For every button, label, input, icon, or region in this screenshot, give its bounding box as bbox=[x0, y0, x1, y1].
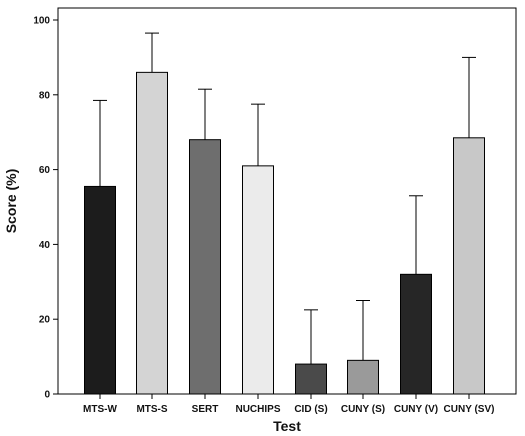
x-tick-label-5: CUNY (S) bbox=[341, 404, 385, 415]
plot-frame bbox=[57, 7, 517, 395]
y-tick-label-0: 0 bbox=[44, 390, 50, 401]
x-tick-label-6: CUNY (V) bbox=[394, 404, 438, 415]
bar-mts-w bbox=[84, 185, 116, 395]
bars-layer bbox=[84, 32, 485, 395]
bar-cuny-sv bbox=[453, 137, 485, 395]
x-tick-label-2: SERT bbox=[192, 404, 219, 415]
bar-cuny-s bbox=[347, 359, 379, 395]
y-tick-label-20: 20 bbox=[39, 315, 51, 326]
y-axis-title: Score (%) bbox=[3, 169, 19, 234]
bar-sert bbox=[189, 139, 221, 395]
bar-cuny-v bbox=[400, 273, 432, 395]
x-tick-label-4: CID (S) bbox=[294, 404, 327, 415]
y-tick-label-40: 40 bbox=[39, 240, 51, 251]
bar-mts-s bbox=[136, 71, 168, 395]
x-tick-label-7: CUNY (SV) bbox=[444, 404, 495, 415]
y-tick-label-60: 60 bbox=[39, 165, 51, 176]
x-axis: MTS-W MTS-S SERT NUCHIPS CID (S) CUNY (S) CUNY… bbox=[83, 394, 494, 415]
y-axis: 0 20 40 60 80 100 bbox=[33, 16, 58, 401]
x-tick-label-1: MTS-S bbox=[136, 404, 167, 415]
y-tick-label-100: 100 bbox=[33, 16, 50, 27]
x-tick-label-3: NUCHIPS bbox=[235, 404, 280, 415]
y-tick-label-80: 80 bbox=[39, 90, 51, 101]
x-axis-title: Test bbox=[273, 418, 301, 434]
bar-cid-s bbox=[295, 363, 327, 395]
bar-nuchips bbox=[242, 165, 274, 395]
x-tick-label-0: MTS-W bbox=[83, 404, 117, 415]
